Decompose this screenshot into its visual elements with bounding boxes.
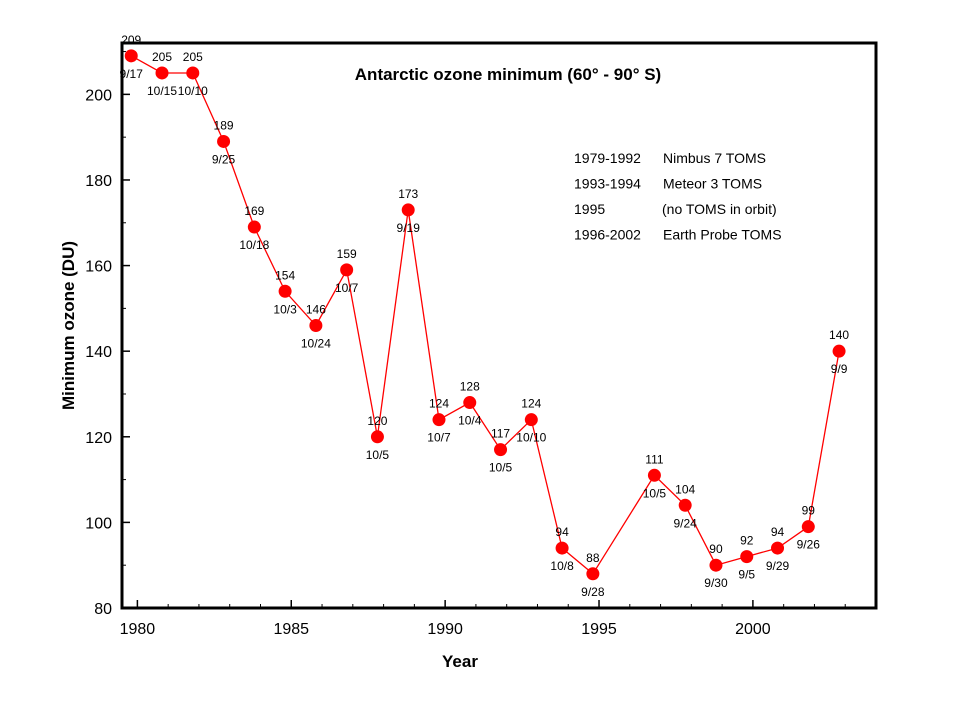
x-tick-label: 1990 <box>427 621 463 638</box>
y-tick-label: 80 <box>94 601 112 618</box>
date-label: 10/15 <box>147 84 177 98</box>
value-label: 88 <box>586 551 600 565</box>
value-label: 117 <box>491 427 510 441</box>
date-label: 9/9 <box>831 362 848 376</box>
value-label: 205 <box>183 50 203 64</box>
date-label: 9/26 <box>797 538 821 552</box>
value-label: 94 <box>555 525 569 539</box>
y-tick-label: 160 <box>85 259 112 276</box>
data-point <box>771 541 785 555</box>
date-label: 10/4 <box>458 414 482 428</box>
date-label: 10/5 <box>366 448 390 462</box>
value-label: 92 <box>740 534 754 548</box>
date-label: 9/28 <box>581 585 605 599</box>
value-label: 169 <box>244 204 264 218</box>
data-point <box>155 66 169 80</box>
date-label: 9/30 <box>704 576 728 590</box>
date-label: 9/25 <box>212 152 236 166</box>
x-tick-label: 1995 <box>581 621 617 638</box>
date-label: 9/17 <box>120 67 144 81</box>
date-label: 10/10 <box>516 431 546 445</box>
value-label: 90 <box>709 542 723 556</box>
value-label: 124 <box>521 397 541 411</box>
y-tick-label: 100 <box>85 515 112 532</box>
date-label: 10/10 <box>178 84 208 98</box>
x-axis-label: Year <box>442 652 478 671</box>
note-instrument: Meteor 3 TOMS <box>663 176 762 192</box>
value-label: 189 <box>214 118 234 132</box>
value-label: 146 <box>306 303 326 317</box>
note-instrument: Nimbus 7 TOMS <box>663 150 766 166</box>
data-point <box>340 263 354 277</box>
data-point <box>401 203 415 217</box>
date-label: 10/24 <box>301 337 331 351</box>
date-label: 10/3 <box>273 302 297 316</box>
data-point <box>124 49 138 63</box>
value-label: 173 <box>398 187 418 201</box>
date-label: 10/5 <box>643 486 667 500</box>
data-point <box>217 134 231 148</box>
value-label: 128 <box>460 380 480 394</box>
value-label: 94 <box>771 525 785 539</box>
data-point <box>278 284 292 298</box>
axis-ticks: 80 100 120 140 160 180 200 1980 1985 1990 1995 2000 <box>85 51 846 638</box>
note-years: 1996-2002 <box>574 227 641 243</box>
data-point <box>463 396 477 410</box>
note-years: 1979-1992 <box>574 150 641 166</box>
value-label: 124 <box>429 397 449 411</box>
value-label: 104 <box>675 482 695 496</box>
data-point <box>801 520 815 534</box>
data-point <box>524 413 538 427</box>
date-label: 9/19 <box>397 221 421 235</box>
date-label: 9/5 <box>738 568 755 582</box>
x-tick-label: 2000 <box>735 621 771 638</box>
y-tick-label: 180 <box>85 173 112 190</box>
data-point <box>740 550 754 564</box>
data-point <box>709 558 723 572</box>
data-point <box>494 443 508 457</box>
instrument-notes: 1979-1992 Nimbus 7 TOMS 1993-1994 Meteor 3 … <box>574 150 782 243</box>
chart-title: Antarctic ozone minimum (60° - 90° S) <box>355 65 661 84</box>
y-axis-label: Minimum ozone (DU) <box>59 241 78 410</box>
note-years: 1995 <box>574 201 605 217</box>
date-label: 10/18 <box>239 238 269 252</box>
y-tick-label: 200 <box>85 87 112 104</box>
data-point <box>832 344 846 358</box>
value-label: 159 <box>337 247 357 261</box>
note-years: 1993-1994 <box>574 176 641 192</box>
note-instrument: (no TOMS in orbit) <box>662 201 777 217</box>
data-point <box>432 413 446 427</box>
date-label: 10/7 <box>335 281 359 295</box>
value-label: 154 <box>275 268 295 282</box>
data-point <box>370 430 384 444</box>
value-label: 111 <box>645 452 664 466</box>
value-label: 140 <box>829 328 849 342</box>
x-tick-label: 1980 <box>120 621 156 638</box>
value-label: 209 <box>121 33 141 47</box>
value-label: 120 <box>367 414 387 428</box>
data-point <box>647 468 661 482</box>
data-point <box>586 567 600 581</box>
note-instrument: Earth Probe TOMS <box>663 227 782 243</box>
date-label: 10/8 <box>550 559 574 573</box>
data-point <box>186 66 200 80</box>
x-tick-label: 1985 <box>273 621 309 638</box>
date-label: 9/24 <box>674 516 698 530</box>
data-point <box>309 319 323 332</box>
data-point <box>247 220 261 234</box>
data-point <box>555 541 569 555</box>
y-tick-label: 140 <box>85 344 112 361</box>
y-tick-label: 120 <box>85 430 112 447</box>
value-label: 99 <box>802 504 816 518</box>
date-label: 10/5 <box>489 461 513 475</box>
value-label: 205 <box>152 50 172 64</box>
plot-frame <box>120 41 878 610</box>
date-label: 10/7 <box>427 431 451 445</box>
ozone-series: 209 9/17 205 10/15 205 10/10 189 9/25 169 10/18 15… <box>120 33 850 599</box>
data-point <box>678 498 692 512</box>
date-label: 9/29 <box>766 559 790 573</box>
